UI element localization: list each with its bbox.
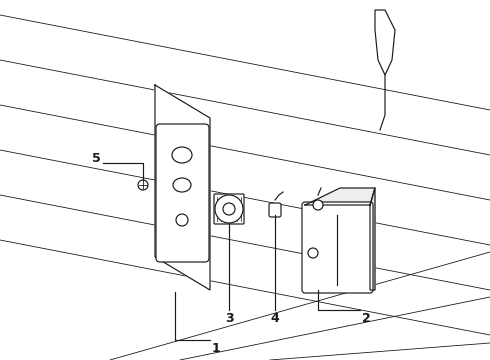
Text: 2: 2: [362, 311, 370, 324]
Text: 3: 3: [225, 311, 233, 324]
FancyBboxPatch shape: [214, 194, 244, 224]
Ellipse shape: [308, 248, 318, 258]
Text: 4: 4: [270, 311, 279, 324]
Ellipse shape: [313, 200, 323, 210]
Polygon shape: [155, 85, 210, 290]
Ellipse shape: [173, 178, 191, 192]
Circle shape: [138, 180, 148, 190]
Polygon shape: [375, 10, 395, 75]
Ellipse shape: [223, 203, 235, 215]
FancyBboxPatch shape: [302, 202, 373, 293]
FancyBboxPatch shape: [269, 203, 281, 217]
Text: 5: 5: [92, 152, 100, 165]
FancyBboxPatch shape: [156, 124, 209, 262]
Polygon shape: [305, 188, 375, 205]
Ellipse shape: [215, 195, 243, 223]
Text: 1: 1: [212, 342, 220, 355]
Polygon shape: [370, 188, 375, 290]
Ellipse shape: [172, 147, 192, 163]
Ellipse shape: [176, 214, 188, 226]
